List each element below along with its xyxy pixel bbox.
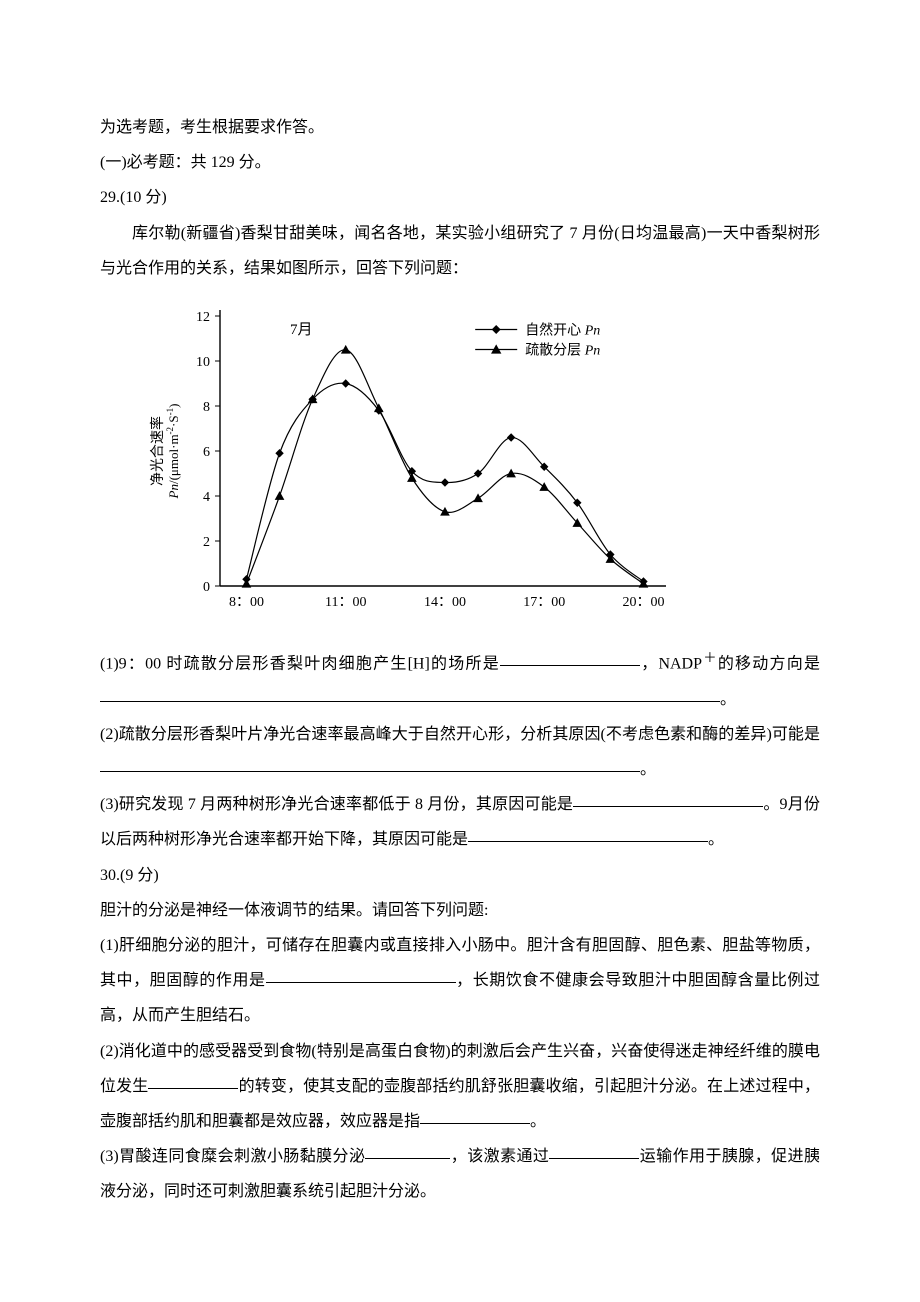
svg-text:4: 4 <box>203 490 210 505</box>
svg-text:17：00: 17：00 <box>523 595 565 610</box>
svg-text:14：00: 14：00 <box>424 595 466 610</box>
q29-body: 库尔勒(新疆省)香梨甘甜美味，闻名各地，某实验小组研究了 7 月份(日均温最高)… <box>100 216 820 286</box>
blank <box>468 825 708 842</box>
blank <box>100 685 720 702</box>
intro-line-0: 为选考题，考生根据要求作答。 <box>100 110 820 145</box>
q29-2: (2)疏散分层形香梨叶片净光合速率最高峰大于自然开心形，分析其原因(不考虑色素和… <box>100 717 820 787</box>
blank <box>148 1072 238 1089</box>
svg-text:10: 10 <box>196 355 210 370</box>
svg-text:净光合速率: 净光合速率 <box>149 416 166 486</box>
photosynthesis-chart: 0 2 4 6 8 10 12 净光合速率Pn/(μmol·m-2·S-1) 8：00 11：00… <box>130 296 690 626</box>
period: 。 <box>720 682 736 717</box>
q29-3-text-a: (3)研究发现 7 月两种树形净光合速率都低于 8 月份，其原因可能是 <box>100 796 573 813</box>
blank <box>365 1142 450 1159</box>
chart-container: 0 2 4 6 8 10 12 净光合速率Pn/(μmol·m-2·S-1) 8：00 11：00… <box>130 296 820 639</box>
nadp-sup: ＋ <box>702 650 718 665</box>
svg-text:自然开心 Pn: 自然开心 Pn <box>525 321 600 338</box>
q29-1-text-b: ，NADP <box>640 655 702 672</box>
blank <box>500 649 640 666</box>
svg-text:12: 12 <box>196 310 210 325</box>
q29-1-text-c: 的移动方向是 <box>718 655 820 672</box>
svg-text:6: 6 <box>203 445 210 460</box>
svg-text:8：00: 8：00 <box>229 595 264 610</box>
svg-text:Pn/(μmol·m-2·S-1): Pn/(μmol·m-2·S-1) <box>165 403 181 499</box>
blank <box>549 1142 639 1159</box>
svg-text:8: 8 <box>203 400 210 415</box>
svg-text:11：00: 11：00 <box>325 595 366 610</box>
q30-3-text-b: ，该激素通过 <box>450 1148 549 1165</box>
period: 。 <box>640 752 656 787</box>
q29-head: 29.(10 分) <box>100 180 820 215</box>
period: 。 <box>708 822 724 857</box>
blank <box>420 1107 530 1124</box>
svg-text:疏散分层 Pn: 疏散分层 Pn <box>525 342 600 358</box>
q29-2-text-a: (2)疏散分层形香梨叶片净光合速率最高峰大于自然开心形，分析其原因(不考虑色素和… <box>100 726 820 743</box>
q29-1-text-a: (1)9：00 时疏散分层形香梨叶肉细胞产生[H]的场所是 <box>100 655 500 672</box>
svg-text:7月: 7月 <box>290 322 313 338</box>
q29-3: (3)研究发现 7 月两种树形净光合速率都低于 8 月份，其原因可能是。9月份以… <box>100 787 820 857</box>
q30-head: 30.(9 分) <box>100 858 820 893</box>
intro-line-1: (一)必考题：共 129 分。 <box>100 145 820 180</box>
svg-text:20：00: 20：00 <box>622 595 664 610</box>
svg-text:2: 2 <box>203 535 210 550</box>
q30-3-text-a: (3)胃酸连同食糜会刺激小肠黏膜分泌 <box>100 1148 365 1165</box>
q29-1: (1)9：00 时疏散分层形香梨叶肉细胞产生[H]的场所是 ，NADP＋的移动方向… <box>100 643 820 717</box>
blank <box>266 966 456 983</box>
blank <box>100 755 640 772</box>
q30-intro: 胆汁的分泌是神经一体液调节的结果。请回答下列问题: <box>100 893 820 928</box>
q30-1: (1)肝细胞分泌的胆汁，可储存在胆囊内或直接排入小肠中。胆汁含有胆固醇、胆色素、… <box>100 928 820 1034</box>
q30-3: (3)胃酸连同食糜会刺激小肠黏膜分泌，该激素通过运输作用于胰腺，促进胰液分泌，同… <box>100 1139 820 1209</box>
period: 。 <box>530 1104 546 1139</box>
svg-text:0: 0 <box>203 580 210 595</box>
q30-2: (2)消化道中的感受器受到食物(特别是高蛋白食物)的刺激后会产生兴奋，兴奋使得迷… <box>100 1034 820 1140</box>
blank <box>573 790 763 807</box>
